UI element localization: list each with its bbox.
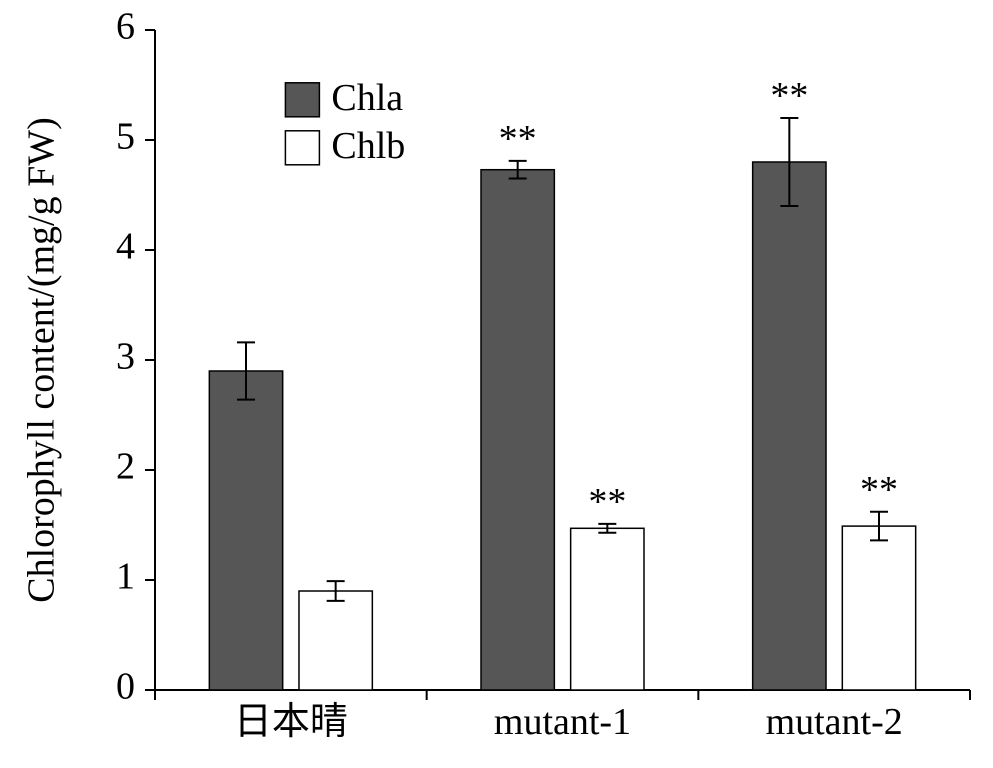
bar — [571, 528, 644, 690]
bar — [842, 526, 915, 690]
y-tick-label: 0 — [116, 666, 135, 708]
significance-marker: ** — [860, 469, 898, 511]
significance-marker: ** — [499, 118, 537, 160]
legend-label: Chla — [331, 77, 403, 119]
legend-swatch — [285, 131, 319, 165]
y-tick-label: 1 — [116, 556, 135, 598]
chlorophyll-bar-chart: 0 1 2 3 4 5 6 Chlorophyll content/(mg/g FW) 日本晴 m… — [0, 0, 993, 763]
significance-marker: ** — [770, 75, 808, 117]
legend-label: Chlb — [331, 125, 405, 167]
y-tick-label: 6 — [116, 6, 135, 48]
significance-marker: ** — [588, 481, 626, 523]
y-tick-label: 2 — [116, 446, 135, 488]
y-tick-label: 5 — [116, 116, 135, 158]
bar — [481, 170, 554, 690]
legend-swatch — [285, 83, 319, 117]
category-label: mutant-2 — [766, 701, 903, 743]
bar — [753, 162, 826, 690]
bar — [209, 371, 282, 690]
category-label: mutant-1 — [494, 701, 631, 743]
y-tick-label: 4 — [116, 226, 135, 268]
category-label: 日本晴 — [234, 701, 348, 743]
chart-container: 0 1 2 3 4 5 6 Chlorophyll content/(mg/g FW) 日本晴 m… — [0, 0, 993, 768]
y-axis-label: Chlorophyll content/(mg/g FW) — [21, 117, 63, 603]
y-tick-label: 3 — [116, 336, 135, 378]
bar — [299, 591, 372, 690]
